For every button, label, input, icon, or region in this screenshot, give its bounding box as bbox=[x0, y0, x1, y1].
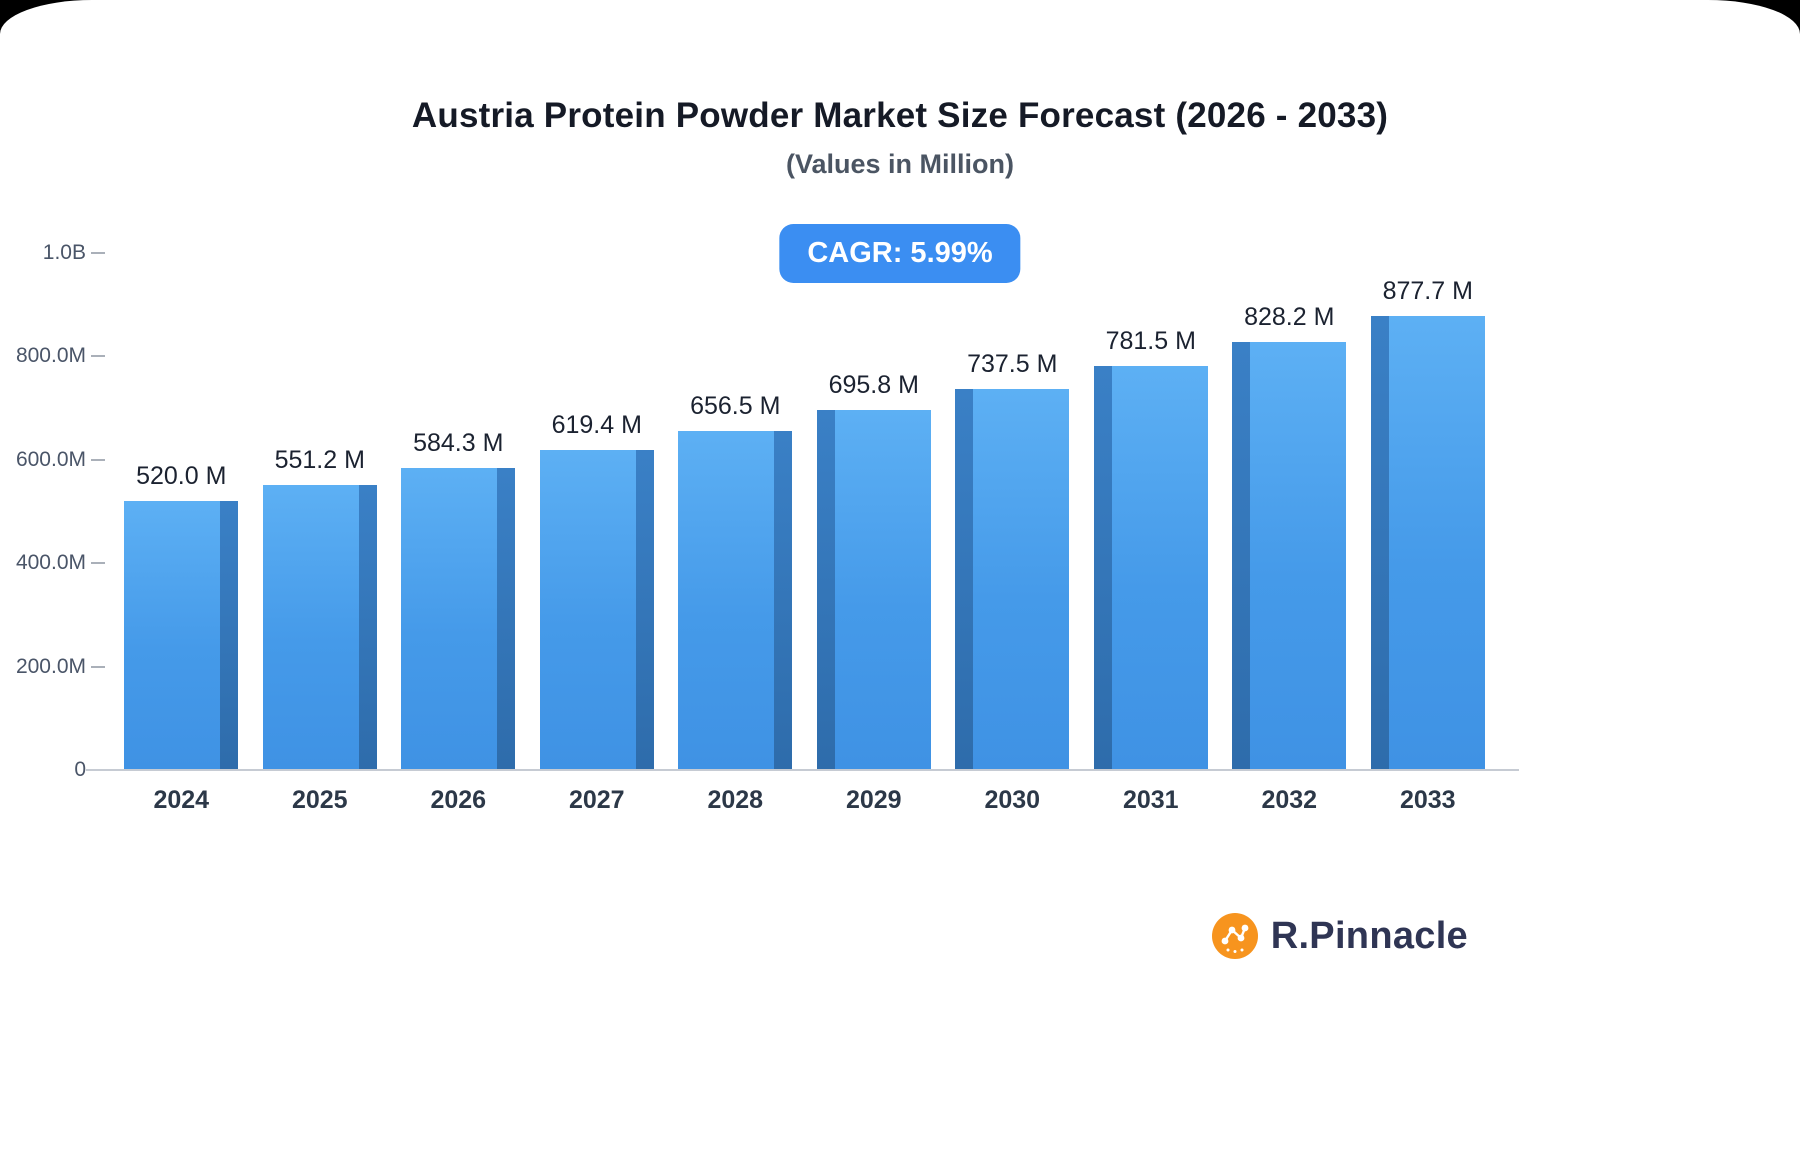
x-axis-label-2031: 2031 bbox=[1122, 786, 1179, 814]
bar-2032 bbox=[1232, 341, 1347, 770]
y-axis-tick bbox=[91, 458, 105, 461]
chart-title: Austria Protein Powder Market Size Forec… bbox=[411, 96, 1389, 135]
y-axis-tick-label: 0 bbox=[74, 758, 86, 781]
bar-slot: 737.5 M bbox=[943, 253, 1082, 770]
y-axis-tick-label: 200.0M bbox=[15, 654, 86, 678]
bar-2028 bbox=[678, 430, 793, 770]
brand-logo: R.Pinnacle bbox=[1211, 912, 1468, 960]
y-axis-tick bbox=[91, 665, 105, 668]
x-axis-label-2033: 2033 bbox=[1399, 786, 1456, 814]
bar-value-label: 551.2 M bbox=[274, 446, 365, 475]
bar-slot: 781.5 M bbox=[1082, 253, 1221, 770]
bar-2024 bbox=[124, 501, 239, 770]
plot-area: 0 200.0M 400.0M 600.0M 800.0M 1.0B 520.0 M 551… bbox=[16, 242, 1519, 781]
y-axis-tick-label: 1.0B bbox=[42, 241, 86, 264]
bar-value-label: 695.8 M bbox=[828, 371, 919, 400]
bar-slot: 551.2 M bbox=[251, 253, 390, 770]
bar-series: 520.0 M 551.2 M 584.3 M 619.4 M 656.5 M 695.8… bbox=[112, 253, 1497, 770]
bar-2033 bbox=[1370, 316, 1485, 770]
x-axis-label-2028: 2028 bbox=[707, 786, 764, 814]
bar-2027 bbox=[539, 449, 654, 770]
bar-slot: 695.8 M bbox=[805, 253, 944, 770]
bar-slot: 520.0 M bbox=[112, 253, 251, 770]
x-axis-label-2027: 2027 bbox=[568, 786, 625, 814]
x-axis-label-2026: 2026 bbox=[430, 786, 487, 814]
x-axis-label-2030: 2030 bbox=[984, 786, 1041, 814]
y-axis-tick bbox=[91, 562, 105, 565]
bar-value-label: 619.4 M bbox=[551, 410, 642, 439]
bar-slot: 656.5 M bbox=[666, 253, 805, 770]
bar-2029 bbox=[816, 410, 931, 770]
brand-logo-icon bbox=[1211, 912, 1259, 960]
x-axis-label-2029: 2029 bbox=[845, 786, 902, 814]
cagr-badge: CAGR: 5.99% bbox=[779, 224, 1021, 283]
x-axis-label-2032: 2032 bbox=[1261, 786, 1318, 814]
x-axis-labels: 2024 2025 2026 2027 2028 2029 2030 2031 2032 2033 bbox=[112, 786, 1497, 815]
bar-value-label: 584.3 M bbox=[413, 428, 504, 457]
y-axis-tick-label: 400.0M bbox=[15, 551, 86, 575]
bar-2030 bbox=[955, 388, 1070, 770]
bar-value-label: 781.5 M bbox=[1105, 326, 1196, 355]
chart-subtitle: (Values in Million) bbox=[785, 149, 1015, 179]
bar-2031 bbox=[1093, 365, 1208, 770]
bar-slot: 877.7 M bbox=[1359, 253, 1498, 770]
bar-slot: 619.4 M bbox=[528, 253, 667, 770]
bar-value-label: 520.0 M bbox=[136, 462, 227, 491]
y-axis-tick-label: 800.0M bbox=[15, 344, 86, 368]
bar-2025 bbox=[262, 485, 377, 770]
bar-slot: 584.3 M bbox=[389, 253, 528, 770]
bar-value-label: 737.5 M bbox=[967, 349, 1058, 378]
x-axis-label-2024: 2024 bbox=[153, 786, 210, 814]
bar-value-label: 877.7 M bbox=[1382, 277, 1473, 306]
x-axis-line bbox=[86, 769, 1519, 771]
x-axis-label-2025: 2025 bbox=[291, 786, 348, 814]
y-axis-tick-label: 600.0M bbox=[15, 447, 86, 471]
bar-slot: 828.2 M bbox=[1220, 253, 1359, 770]
y-axis-tick bbox=[91, 252, 105, 254]
y-axis-tick bbox=[91, 355, 105, 358]
bar-2026 bbox=[401, 467, 516, 770]
bar-value-label: 828.2 M bbox=[1244, 302, 1335, 331]
bar-value-label: 656.5 M bbox=[690, 391, 781, 420]
brand-name: R.Pinnacle bbox=[1270, 914, 1468, 957]
